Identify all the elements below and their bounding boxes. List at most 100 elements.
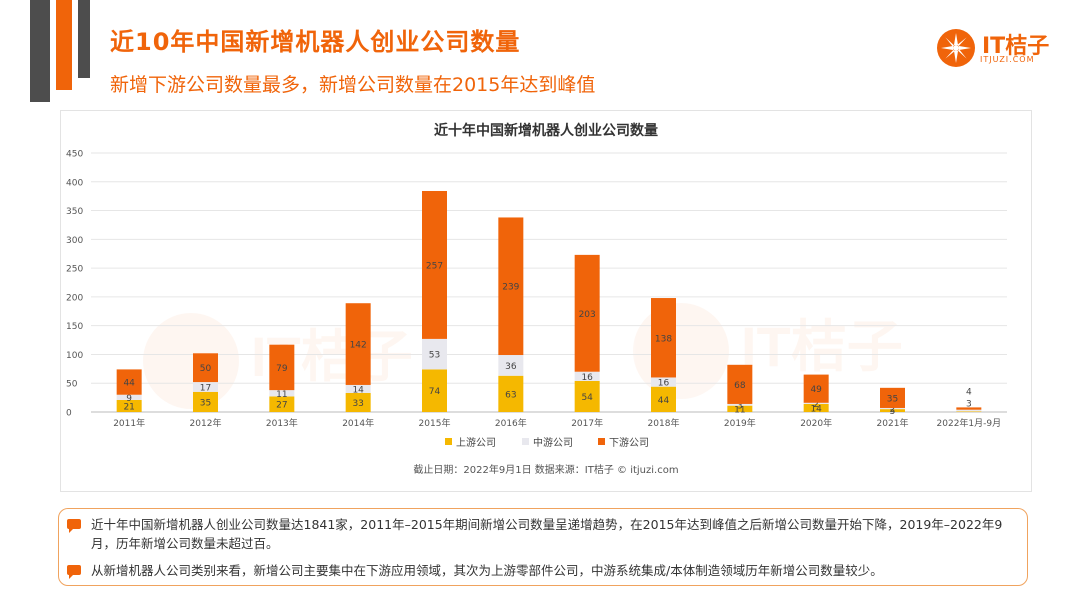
legend-swatch [522,438,529,445]
x-tick-label: 2022年1月-9月 [937,417,1002,429]
data-label: 239 [502,283,519,293]
data-label: 11 [276,390,287,400]
bar-segment [574,254,600,372]
bar-segment [956,411,982,412]
bar-segment [956,407,982,410]
bar-segment [193,382,218,392]
logo-text: IT桔子 [982,34,1050,59]
data-label: 35 [200,398,211,408]
y-tick-label: 200 [66,293,83,303]
x-tick-label: 2020年 [800,417,832,429]
data-label: 44 [123,379,135,389]
data-label: 14 [352,385,364,395]
page-title: 近10年中国新增机器人创业公司数量 [110,28,521,56]
bar-segment [422,338,447,370]
data-label: 3 [737,401,743,411]
bar-segment [116,399,142,412]
data-label: 50 [200,364,212,374]
page-subtitle: 新增下游公司数量最多，新增公司数量在2015年达到峰值 [110,74,596,96]
bar-segment [345,303,371,385]
bar-segment [651,386,676,412]
orange-slice-icon [937,29,975,67]
data-label: 203 [579,310,596,320]
legend-swatch [598,438,605,445]
y-tick-label: 0 [66,409,72,419]
data-label: 33 [352,399,363,409]
data-label: 74 [429,387,441,397]
data-label: 17 [200,383,211,393]
x-tick-label: 2019年 [724,417,756,429]
bar-segment [574,371,600,381]
note-item: 近十年中国新增机器人创业公司数量达1841家，2011年–2015年期间新增公司… [67,515,1013,553]
y-tick-label: 50 [66,380,78,390]
bar-segment [269,396,295,412]
bar-segment [880,387,905,408]
data-label: 68 [734,381,746,391]
decor-bar-dark [30,0,50,102]
note-text: 近十年中国新增机器人创业公司数量达1841家，2011年–2015年期间新增公司… [91,517,1003,551]
itjuzi-logo: IT桔子 ITJUZI.COM [934,26,1054,70]
decor-bar-dark-small [78,0,90,78]
x-tick-label: 2014年 [342,417,374,429]
y-tick-label: 300 [66,236,83,246]
data-label: 36 [505,362,517,372]
legend-label: 上游公司 [456,436,496,449]
legend-swatch [445,438,452,445]
data-label: 79 [276,364,288,374]
bar-segment [345,384,371,394]
y-tick-label: 250 [66,265,83,275]
chart-container: IT桔子 IT桔子 近十年中国新增机器人创业公司数量 0 50 100 150 200 2… [60,110,1032,492]
bar-segment [574,380,600,412]
x-tick-label: 2015年 [419,417,451,429]
bar-segment [116,369,142,395]
note-text: 从新增机器人公司类别来看，新增公司主要集中在下游应用领域，其次为上游零部件公司，… [91,563,883,578]
bar-segment [345,393,371,412]
bar-segment [116,394,142,400]
bar-segment [498,355,524,376]
bar-segment [193,353,218,383]
x-tick-label: 2018年 [648,417,680,429]
bar-segment [269,390,295,397]
data-label: 11 [734,405,745,415]
data-label: 138 [655,334,672,344]
data-label: 27 [276,401,287,411]
x-tick-label: 2011年 [113,417,145,429]
speech-bubble-icon [67,519,81,533]
data-label: 16 [581,373,593,383]
x-tick-label: 2021年 [877,417,909,429]
data-label: 54 [581,393,593,403]
legend-label: 下游公司 [609,436,649,449]
y-tick-label: 100 [66,351,83,361]
data-label: 21 [123,402,134,412]
y-tick-label: 150 [66,322,83,332]
data-label: 9 [126,394,132,404]
data-label: 44 [658,396,670,406]
bar-segment [269,344,295,391]
bar-segment [727,405,753,412]
data-label: 2 [813,400,819,410]
bar-segment [498,375,524,412]
legend-label: 中游公司 [533,436,573,449]
decor-bar-orange [56,0,72,90]
data-label: 142 [350,341,367,351]
data-label: 14 [810,404,822,414]
data-label: 3 [966,400,972,410]
chart-footnote: 截止日期：2022年9月1日 数据来源：IT桔子 © itjuzi.com [413,463,678,476]
svg-text:IT桔子: IT桔子 [741,315,903,378]
x-tick-label: 2016年 [495,417,527,429]
y-tick-label: 400 [66,178,83,188]
x-tick-label: 2017年 [571,417,603,429]
speech-bubble-icon [67,565,81,579]
y-tick-label: 450 [66,150,83,160]
data-label: 35 [887,394,898,404]
note-item: 从新增机器人公司类别来看，新增公司主要集中在下游应用领域，其次为上游零部件公司，… [67,561,1013,580]
stacked-bar-chart: IT桔子 IT桔子 近十年中国新增机器人创业公司数量 0501001502002… [66,122,1007,476]
bar-segment [498,217,524,356]
notes-box: 近十年中国新增机器人创业公司数量达1841家，2011年–2015年期间新增公司… [58,508,1028,586]
bar-segment [651,298,676,378]
data-label: 2 [890,405,896,415]
bar-segment [651,377,676,387]
x-tick-label: 2013年 [266,417,298,429]
data-label: 257 [426,261,443,271]
data-label: 4 [966,387,972,397]
